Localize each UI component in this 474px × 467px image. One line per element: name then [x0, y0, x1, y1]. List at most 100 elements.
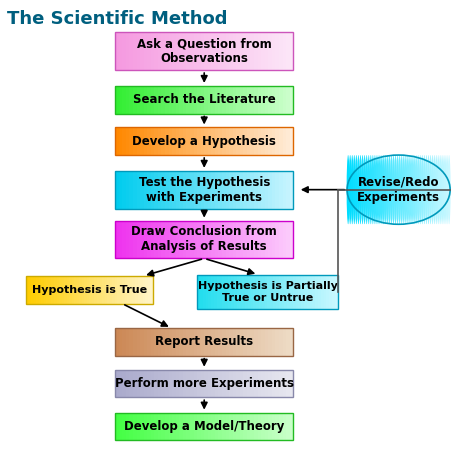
- Bar: [250, 171, 255, 209]
- Bar: [272, 369, 276, 397]
- Bar: [151, 86, 155, 113]
- Bar: [240, 369, 244, 397]
- Bar: [135, 276, 138, 304]
- Bar: [186, 127, 191, 155]
- Bar: [119, 127, 123, 155]
- Bar: [44, 276, 47, 304]
- Bar: [279, 412, 283, 440]
- Text: Revise/Redo
Experiments: Revise/Redo Experiments: [357, 176, 440, 204]
- Bar: [115, 328, 119, 356]
- Bar: [140, 171, 144, 209]
- Ellipse shape: [404, 155, 407, 224]
- Bar: [211, 275, 215, 310]
- Bar: [233, 127, 237, 155]
- Bar: [275, 369, 280, 397]
- Bar: [240, 328, 244, 356]
- Ellipse shape: [441, 155, 445, 224]
- Bar: [215, 412, 219, 440]
- Bar: [201, 32, 205, 70]
- Bar: [272, 127, 276, 155]
- Bar: [87, 276, 90, 304]
- Bar: [26, 276, 29, 304]
- Ellipse shape: [349, 155, 352, 224]
- Bar: [219, 328, 222, 356]
- Bar: [72, 276, 75, 304]
- Bar: [279, 86, 283, 113]
- Bar: [268, 220, 273, 258]
- Ellipse shape: [371, 155, 374, 224]
- Bar: [186, 220, 191, 258]
- Bar: [172, 171, 176, 209]
- Bar: [236, 32, 240, 70]
- Bar: [265, 220, 269, 258]
- Bar: [279, 275, 282, 310]
- Ellipse shape: [388, 155, 391, 224]
- Bar: [176, 86, 180, 113]
- Bar: [215, 369, 219, 397]
- Bar: [265, 171, 269, 209]
- Bar: [193, 32, 198, 70]
- Bar: [155, 171, 158, 209]
- Ellipse shape: [419, 155, 422, 224]
- Bar: [236, 171, 240, 209]
- Bar: [158, 328, 162, 356]
- Bar: [155, 369, 158, 397]
- Bar: [321, 275, 324, 310]
- Bar: [190, 127, 194, 155]
- Ellipse shape: [346, 155, 350, 224]
- Bar: [287, 275, 291, 310]
- Bar: [208, 171, 212, 209]
- Bar: [186, 32, 191, 70]
- Bar: [243, 86, 247, 113]
- Bar: [265, 127, 269, 155]
- Ellipse shape: [406, 155, 410, 224]
- Bar: [126, 328, 130, 356]
- Bar: [250, 32, 255, 70]
- Bar: [233, 86, 237, 113]
- Bar: [257, 220, 262, 258]
- Bar: [279, 127, 283, 155]
- Bar: [217, 275, 220, 310]
- Bar: [243, 127, 247, 155]
- Bar: [179, 86, 183, 113]
- Bar: [233, 32, 237, 70]
- Ellipse shape: [369, 155, 372, 224]
- Bar: [36, 276, 39, 304]
- Bar: [193, 86, 198, 113]
- Bar: [283, 220, 287, 258]
- Bar: [250, 369, 255, 397]
- Bar: [219, 86, 222, 113]
- Bar: [256, 275, 259, 310]
- Bar: [105, 276, 108, 304]
- Bar: [147, 171, 151, 209]
- Bar: [129, 127, 134, 155]
- Bar: [155, 220, 158, 258]
- Bar: [119, 32, 123, 70]
- Bar: [183, 127, 187, 155]
- Bar: [158, 369, 162, 397]
- Text: Perform more Experiments: Perform more Experiments: [115, 377, 294, 390]
- Bar: [211, 127, 215, 155]
- Bar: [193, 328, 198, 356]
- Bar: [145, 276, 148, 304]
- Bar: [268, 412, 273, 440]
- Bar: [233, 412, 237, 440]
- Bar: [140, 412, 144, 440]
- Bar: [125, 276, 128, 304]
- Bar: [204, 369, 208, 397]
- Bar: [140, 276, 143, 304]
- Bar: [222, 328, 226, 356]
- Bar: [119, 220, 123, 258]
- Ellipse shape: [444, 155, 447, 224]
- Bar: [251, 275, 254, 310]
- Ellipse shape: [431, 155, 434, 224]
- Bar: [222, 127, 226, 155]
- Bar: [69, 276, 72, 304]
- Bar: [261, 127, 265, 155]
- Bar: [169, 220, 173, 258]
- Text: Develop a Hypothesis: Develop a Hypothesis: [132, 134, 276, 148]
- Bar: [137, 220, 141, 258]
- Bar: [147, 220, 151, 258]
- Bar: [272, 328, 276, 356]
- Bar: [204, 412, 208, 440]
